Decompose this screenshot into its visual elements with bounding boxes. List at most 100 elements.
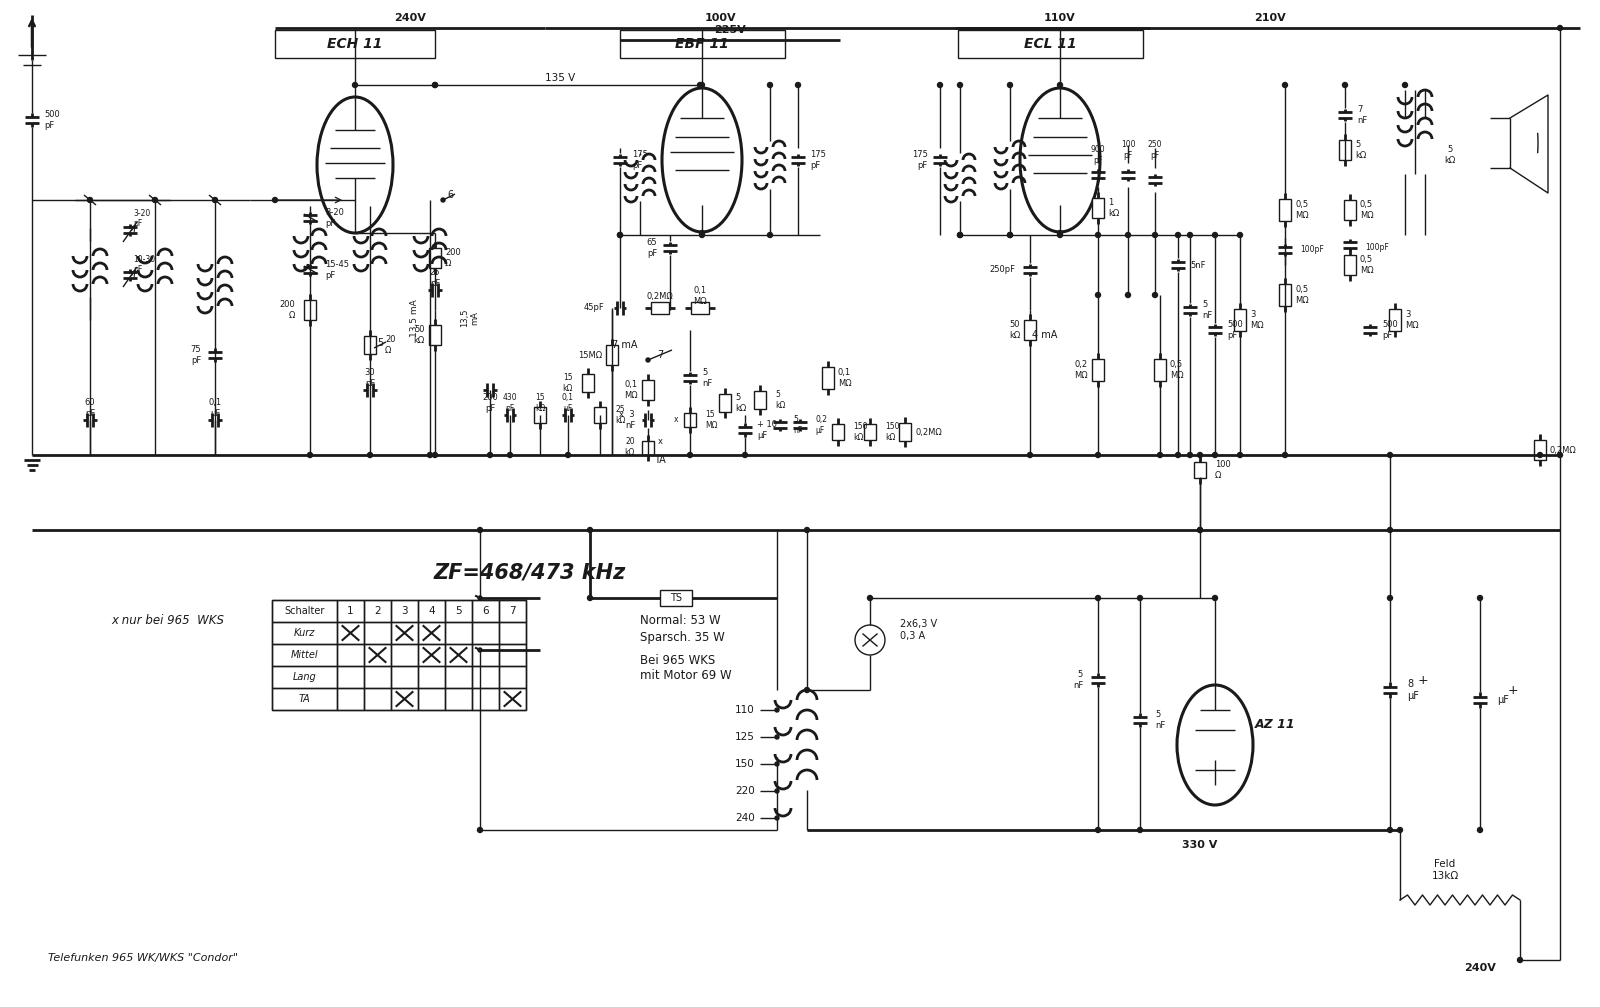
Circle shape	[1403, 83, 1408, 88]
Bar	[445, 688, 472, 710]
Bar	[691, 302, 709, 314]
Text: 175
pF: 175 pF	[632, 150, 648, 170]
Text: 110V: 110V	[1045, 13, 1075, 23]
Text: 0,5
MΩ: 0,5 MΩ	[1360, 256, 1374, 275]
Bar	[1091, 198, 1104, 218]
Text: 0,5
MΩ: 0,5 MΩ	[1294, 285, 1309, 305]
Text: 100V: 100V	[704, 13, 736, 23]
Text: 20
kΩ: 20 kΩ	[624, 437, 635, 457]
Text: EBF 11: EBF 11	[675, 37, 730, 51]
Bar	[651, 302, 669, 314]
Bar	[429, 248, 442, 268]
Text: 250pF: 250pF	[989, 266, 1014, 275]
Text: AZ 11: AZ 11	[1254, 719, 1296, 731]
Text: 15MΩ: 15MΩ	[578, 350, 602, 359]
Bar	[338, 644, 365, 666]
Text: 0,1
MΩ: 0,1 MΩ	[693, 286, 707, 306]
Bar	[582, 374, 594, 392]
Text: 500
pF: 500 pF	[1227, 320, 1243, 339]
Text: +: +	[1507, 684, 1518, 697]
Bar	[472, 600, 499, 622]
Circle shape	[88, 197, 93, 202]
Circle shape	[774, 735, 779, 739]
Circle shape	[1096, 292, 1101, 297]
Circle shape	[1342, 83, 1347, 88]
Circle shape	[1283, 452, 1288, 457]
Text: 0,2
μF: 0,2 μF	[814, 415, 827, 435]
Text: 13,5
mA: 13,5 mA	[461, 309, 480, 327]
Text: 0,5
MΩ: 0,5 MΩ	[1294, 200, 1309, 220]
Text: ECH 11: ECH 11	[328, 37, 382, 51]
Text: 0,2MΩ: 0,2MΩ	[646, 291, 674, 300]
Bar	[365, 688, 390, 710]
Text: Schalter: Schalter	[285, 606, 325, 616]
Text: 6: 6	[482, 606, 490, 616]
Text: 150: 150	[736, 759, 755, 769]
Text: 5
nF: 5 nF	[1202, 300, 1213, 319]
Bar	[472, 666, 499, 688]
Bar	[390, 622, 418, 644]
Circle shape	[587, 528, 592, 533]
Circle shape	[152, 197, 157, 202]
Text: Lang: Lang	[293, 672, 317, 682]
Bar	[365, 644, 390, 666]
Circle shape	[213, 197, 218, 202]
Text: Bei 965 WKS
mit Motor 69 W: Bei 965 WKS mit Motor 69 W	[640, 654, 731, 682]
Circle shape	[442, 198, 445, 202]
Circle shape	[1125, 233, 1131, 238]
Bar	[621, 30, 786, 58]
Circle shape	[699, 83, 704, 88]
Circle shape	[1058, 233, 1062, 238]
Text: 0,1
μF: 0,1 μF	[562, 394, 574, 413]
Text: 0,2MΩ: 0,2MΩ	[915, 428, 942, 436]
Bar	[418, 666, 445, 688]
Bar	[1339, 140, 1350, 160]
Bar	[822, 367, 834, 389]
Text: 25
pF: 25 pF	[430, 268, 440, 288]
Bar	[499, 622, 526, 644]
Text: 100
Ω: 100 Ω	[1214, 460, 1230, 479]
Text: 240: 240	[736, 813, 755, 823]
Bar	[1234, 309, 1246, 331]
Text: Mittel: Mittel	[291, 650, 318, 660]
Circle shape	[478, 596, 482, 600]
Bar	[338, 666, 365, 688]
Text: 135 V: 135 V	[546, 73, 574, 83]
Text: 0,2MΩ: 0,2MΩ	[1550, 445, 1576, 454]
Text: 100pF: 100pF	[1299, 246, 1323, 255]
Circle shape	[1557, 25, 1563, 30]
Circle shape	[1283, 83, 1288, 88]
Text: 100pF: 100pF	[1365, 244, 1389, 253]
Circle shape	[618, 233, 622, 238]
Circle shape	[646, 358, 650, 362]
Circle shape	[774, 816, 779, 820]
Text: 75
pF: 75 pF	[190, 345, 202, 365]
Text: TA: TA	[654, 455, 666, 465]
Bar	[390, 666, 418, 688]
Text: x: x	[674, 416, 678, 425]
Circle shape	[432, 83, 437, 88]
Bar	[418, 600, 445, 622]
Text: 240V: 240V	[1464, 963, 1496, 973]
Bar	[1278, 199, 1291, 221]
Bar	[472, 688, 499, 710]
Text: 5
nF: 5 nF	[794, 415, 802, 435]
Text: 0,5
MΩ: 0,5 MΩ	[1360, 200, 1374, 220]
Circle shape	[1008, 83, 1013, 88]
Circle shape	[805, 528, 810, 533]
Bar	[499, 600, 526, 622]
Text: 3-20: 3-20	[133, 209, 150, 219]
Text: 50
kΩ: 50 kΩ	[1008, 320, 1021, 339]
Circle shape	[768, 233, 773, 238]
Text: 5: 5	[378, 338, 382, 348]
Circle shape	[432, 452, 437, 457]
Bar	[472, 622, 499, 644]
Bar	[338, 688, 365, 710]
Circle shape	[565, 452, 571, 457]
Text: 5nF: 5nF	[1190, 261, 1205, 270]
Circle shape	[1157, 452, 1163, 457]
Circle shape	[1096, 452, 1101, 457]
Text: 150
kΩ: 150 kΩ	[853, 422, 867, 442]
Text: 175
pF: 175 pF	[810, 150, 826, 170]
Text: pF: pF	[133, 266, 142, 275]
